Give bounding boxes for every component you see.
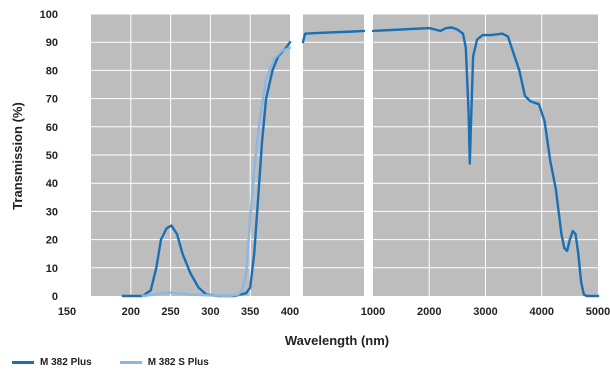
y-tick-label: 40 (46, 178, 58, 190)
series-line-1-panel-2 (301, 29, 366, 44)
x-tick-label: 3000 (473, 306, 497, 318)
y-tick-label: 100 (40, 9, 58, 21)
series-line-1-panel-3 (371, 26, 600, 298)
legend: M 382 Plus M 382 S Plus (12, 357, 209, 368)
legend-item-m382-s-plus: M 382 S Plus (119, 357, 209, 368)
y-axis-title: Transmission (%) (10, 102, 25, 210)
x-tick-label: 200 (122, 306, 140, 318)
y-tick-label: 50 (46, 150, 58, 162)
y-tick-label: 90 (46, 37, 58, 49)
legend-label-m382-s-plus: M 382 S Plus (147, 357, 209, 368)
legend-item-m382-plus: M 382 Plus (12, 357, 92, 368)
legend-label-m382-plus: M 382 Plus (40, 357, 92, 368)
legend-swatch-m382-plus (12, 361, 34, 364)
x-tick-label: 150 (58, 306, 76, 318)
series-line-2-panel-1 (141, 46, 292, 298)
y-tick-label: 20 (46, 235, 58, 247)
y-tick-label: 30 (46, 206, 58, 218)
y-tick-label: 10 (46, 263, 58, 275)
x-tick-label: 2000 (417, 306, 441, 318)
x-tick-label: 250 (161, 306, 179, 318)
x-tick-label: 300 (201, 306, 219, 318)
x-tick-label: 5000 (586, 306, 610, 318)
y-tick-label: 80 (46, 65, 58, 77)
x-tick-label: 4000 (530, 306, 554, 318)
x-axis-title: Wavelength (nm) (285, 333, 389, 348)
x-tick-label: 400 (281, 306, 299, 318)
x-tick-label: 1000 (361, 306, 385, 318)
y-tick-label: 60 (46, 122, 58, 134)
legend-swatch-m382-s-plus (119, 361, 142, 364)
y-tick-label: 70 (46, 94, 58, 106)
y-tick-label: 0 (52, 291, 58, 303)
x-tick-label: 350 (241, 306, 259, 318)
